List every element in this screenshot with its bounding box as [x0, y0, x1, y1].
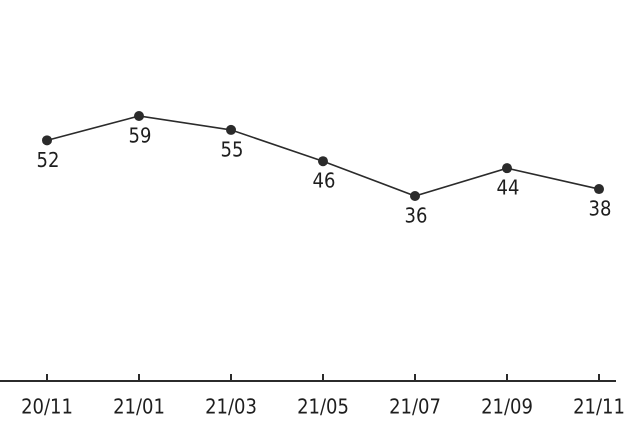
- data-label: 36: [405, 204, 428, 228]
- x-tick-label: 20/11: [21, 395, 73, 419]
- x-tick-label: 21/09: [481, 395, 533, 419]
- x-tick-label: 21/11: [573, 395, 625, 419]
- data-label: 44: [497, 176, 520, 200]
- marker: [42, 135, 52, 146]
- marker: [410, 191, 420, 201]
- marker: [226, 124, 236, 135]
- x-tick-label: 21/05: [297, 395, 349, 419]
- data-label: 59: [129, 124, 152, 148]
- data-label: 52: [37, 148, 60, 172]
- marker: [594, 184, 604, 195]
- marker: [502, 163, 512, 174]
- marker: [134, 111, 144, 121]
- data-label: 38: [589, 197, 612, 221]
- x-tick-label: 21/03: [205, 395, 257, 419]
- x-tick-label: 21/07: [389, 395, 441, 419]
- marker: [318, 156, 328, 167]
- x-tick-label: 21/01: [113, 395, 165, 419]
- data-label: 46: [313, 169, 336, 193]
- data-label: 55: [221, 137, 244, 161]
